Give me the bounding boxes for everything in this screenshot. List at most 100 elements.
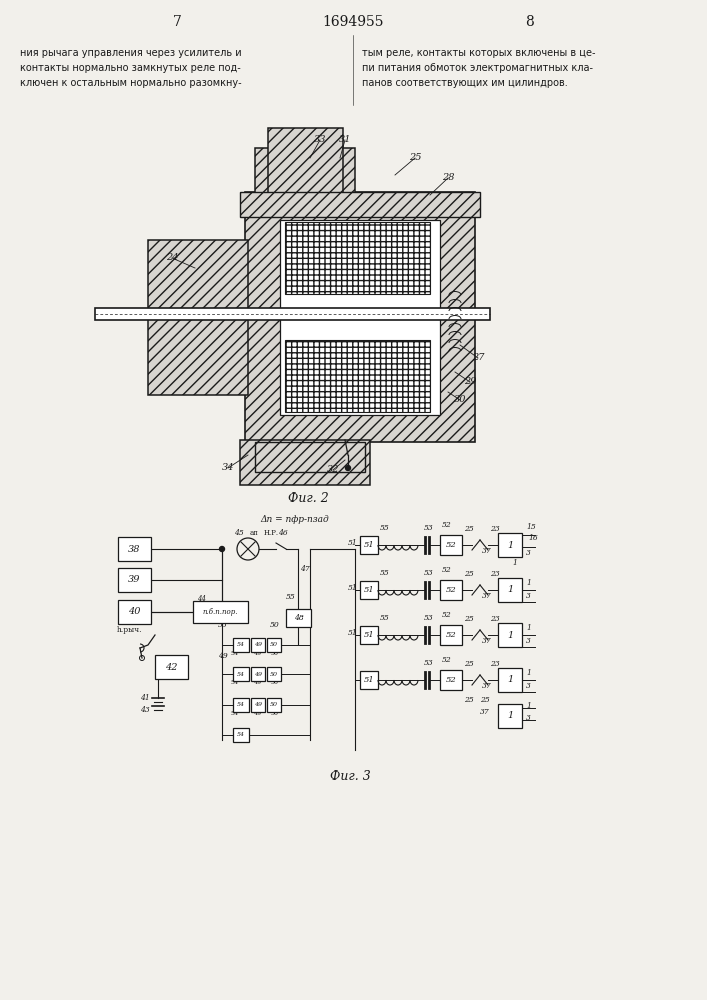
Text: 49: 49 (254, 651, 262, 656)
Bar (240, 192, 480, 217)
Text: 52: 52 (445, 631, 457, 639)
Text: 25: 25 (464, 525, 474, 533)
Text: 51: 51 (348, 584, 358, 592)
Text: 54: 54 (231, 651, 239, 656)
Text: 49: 49 (254, 643, 262, 648)
Text: 52: 52 (442, 566, 452, 574)
Text: 55: 55 (380, 524, 390, 532)
Text: 3: 3 (526, 549, 531, 557)
Bar (255, 148, 355, 198)
Bar (251, 698, 265, 712)
Bar (498, 578, 522, 602)
Text: h.рыч.: h.рыч. (117, 626, 143, 634)
Text: 1: 1 (507, 676, 513, 684)
Text: 33: 33 (314, 135, 326, 144)
Text: 49: 49 (218, 652, 228, 660)
Text: контакты нормально замкнутых реле под-: контакты нормально замкнутых реле под- (20, 63, 241, 73)
Bar (251, 667, 265, 681)
Bar (280, 220, 440, 415)
Text: 44: 44 (197, 595, 206, 603)
Text: п.б.п.пор.: п.б.п.пор. (203, 608, 238, 616)
Bar (360, 581, 378, 599)
Text: 50: 50 (270, 702, 278, 708)
Text: 25: 25 (409, 153, 421, 162)
Text: 25: 25 (464, 570, 474, 578)
Text: 1: 1 (526, 669, 531, 677)
Text: пи питания обмоток электромагнитных кла-: пи питания обмоток электромагнитных кла- (362, 63, 593, 73)
Text: 51: 51 (363, 631, 375, 639)
Text: 8: 8 (525, 15, 534, 29)
Text: 1: 1 (507, 540, 513, 550)
Text: 1: 1 (526, 579, 531, 587)
Text: 43: 43 (140, 706, 150, 714)
Text: 1: 1 (526, 702, 531, 710)
Bar (118, 537, 151, 561)
Text: 54: 54 (231, 711, 239, 716)
Bar (240, 440, 370, 485)
Text: 1: 1 (507, 585, 513, 594)
Text: 55: 55 (380, 569, 390, 577)
Text: Δп = пфр-пзад: Δп = пфр-пзад (261, 516, 329, 524)
Bar (440, 670, 462, 690)
Text: 3: 3 (526, 592, 531, 600)
Text: 16: 16 (528, 534, 538, 542)
Text: 54: 54 (237, 702, 245, 708)
Bar (360, 671, 378, 689)
Text: 25: 25 (480, 696, 490, 704)
Bar (267, 667, 281, 681)
Text: 55: 55 (286, 593, 296, 601)
Bar (95, 308, 490, 320)
Bar (268, 128, 343, 196)
Text: 3: 3 (526, 714, 531, 722)
Text: 52: 52 (445, 541, 457, 549)
Bar (286, 609, 311, 627)
Text: 24: 24 (165, 253, 178, 262)
Bar (360, 626, 378, 644)
Bar (440, 580, 462, 600)
Text: 32: 32 (327, 466, 339, 475)
Text: Н.Р.: Н.Р. (264, 529, 279, 537)
Text: 45: 45 (234, 529, 244, 537)
Text: ния рычага управления через усилитель и: ния рычага управления через усилитель и (20, 48, 242, 58)
Text: 51: 51 (348, 539, 358, 547)
Bar (498, 668, 522, 692)
Text: 52: 52 (445, 676, 457, 684)
Text: 54: 54 (237, 672, 245, 676)
Text: 3: 3 (526, 682, 531, 690)
Text: 47: 47 (300, 565, 310, 573)
Bar (251, 638, 265, 652)
Text: 34: 34 (222, 464, 234, 473)
Text: 53: 53 (424, 524, 434, 532)
Text: тым реле, контакты которых включены в це-: тым реле, контакты которых включены в це… (362, 48, 595, 58)
Text: 46: 46 (278, 529, 288, 537)
Text: 25: 25 (464, 660, 474, 668)
Text: 52: 52 (442, 611, 452, 619)
Text: 53: 53 (424, 614, 434, 622)
Bar (440, 535, 462, 555)
Bar (118, 568, 151, 592)
Text: 51: 51 (348, 629, 358, 637)
Text: 30: 30 (454, 395, 466, 404)
Text: 52: 52 (445, 586, 457, 594)
Text: 25: 25 (464, 615, 474, 623)
Bar (245, 192, 475, 442)
Text: 49: 49 (254, 680, 262, 685)
Bar (118, 600, 151, 624)
Bar (233, 638, 249, 652)
Bar (155, 655, 188, 679)
Text: 38: 38 (128, 544, 141, 554)
Text: 1: 1 (507, 712, 513, 720)
Text: 23: 23 (490, 525, 500, 533)
Text: 15: 15 (526, 523, 536, 531)
Text: 37: 37 (482, 682, 492, 690)
Text: 1: 1 (526, 624, 531, 632)
Text: 51: 51 (363, 541, 375, 549)
Text: 37: 37 (480, 708, 490, 716)
Bar (233, 728, 249, 742)
Text: 50: 50 (270, 651, 278, 656)
Text: 31: 31 (339, 135, 351, 144)
Text: 53: 53 (424, 569, 434, 577)
Text: 52: 52 (442, 521, 452, 529)
Text: 41: 41 (140, 694, 150, 702)
Text: 40: 40 (128, 607, 141, 616)
